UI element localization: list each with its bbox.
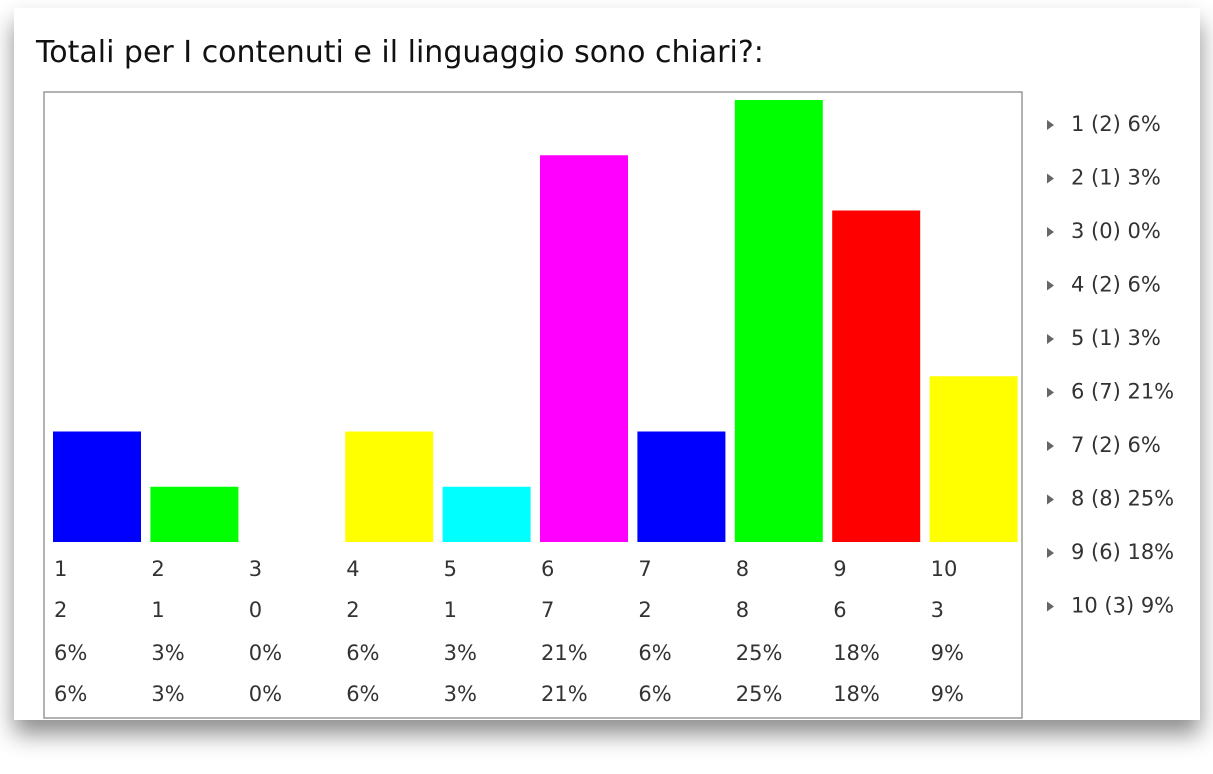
percent-label: 3% (151, 641, 184, 665)
percent-label: 21% (541, 641, 588, 665)
category-label: 7 (638, 557, 651, 581)
category-label: 5 (444, 557, 457, 581)
count-label: 1 (151, 598, 164, 622)
legend-arrow (1047, 173, 1054, 184)
category-label: 4 (346, 557, 359, 581)
bar (734, 100, 823, 542)
count-label: 7 (541, 598, 554, 622)
count-label: 2 (638, 598, 651, 622)
bar (540, 155, 628, 542)
legend-arrow (1047, 494, 1054, 505)
legend-entry: 8 (8) 25% (1071, 487, 1174, 511)
percent-label: 9% (931, 682, 964, 706)
bar (53, 431, 141, 542)
percent-label: 6% (54, 641, 87, 665)
percent-label: 25% (736, 682, 783, 706)
legend-entry: 9 (6) 18% (1071, 540, 1174, 564)
count-label: 8 (736, 598, 749, 622)
legend-entry: 5 (1) 3% (1071, 326, 1161, 350)
bar (150, 486, 239, 542)
bar (832, 210, 921, 542)
legend-entry: 1 (2) 6% (1071, 112, 1161, 136)
count-label: 6 (833, 598, 846, 622)
legend-arrow (1047, 548, 1054, 558)
count-label: 3 (931, 598, 944, 622)
category-label: 6 (541, 557, 554, 581)
percent-label: 18% (833, 682, 880, 706)
category-label: 9 (833, 557, 846, 581)
percent-label: 3% (444, 641, 477, 665)
bar (345, 431, 434, 542)
category-label: 2 (151, 557, 164, 581)
legend-arrow (1047, 387, 1054, 398)
chart-title: Totali per I contenuti e il linguaggio s… (35, 35, 764, 70)
percent-label: 0% (249, 682, 282, 706)
legend-arrow (1047, 601, 1054, 612)
percent-label: 3% (151, 682, 184, 706)
percent-label: 0% (249, 641, 282, 665)
percent-label: 18% (833, 641, 880, 665)
bar (637, 431, 726, 542)
category-label: 1 (54, 557, 67, 581)
count-label: 2 (346, 598, 359, 622)
legend-entry: 6 (7) 21% (1071, 380, 1174, 404)
percent-label: 6% (638, 682, 671, 706)
category-label: 3 (249, 557, 262, 581)
percent-label: 6% (346, 641, 379, 665)
legend-arrow (1047, 227, 1054, 237)
percent-label: 25% (736, 641, 783, 665)
legend-entry: 10 (3) 9% (1071, 594, 1174, 618)
percent-label: 3% (444, 682, 477, 706)
legend-entry: 4 (2) 6% (1071, 273, 1161, 297)
category-label: 8 (736, 557, 749, 581)
legend-entry: 3 (0) 0% (1071, 219, 1161, 243)
legend-entry: 2 (1) 3% (1071, 166, 1161, 190)
percent-label: 6% (54, 682, 87, 706)
legend-arrow (1047, 441, 1054, 451)
bar (929, 376, 1018, 542)
legend-arrow (1047, 120, 1054, 130)
legend-arrow (1047, 334, 1054, 344)
percent-label: 9% (931, 641, 964, 665)
percent-label: 6% (346, 682, 379, 706)
legend-entry: 7 (2) 6% (1071, 433, 1161, 457)
count-label: 1 (444, 598, 457, 622)
category-label: 10 (931, 557, 958, 581)
percent-label: 21% (541, 682, 588, 706)
percent-label: 6% (638, 641, 671, 665)
count-label: 0 (249, 598, 262, 622)
count-label: 2 (54, 598, 67, 622)
bar (442, 486, 531, 542)
legend-arrow (1047, 280, 1054, 291)
